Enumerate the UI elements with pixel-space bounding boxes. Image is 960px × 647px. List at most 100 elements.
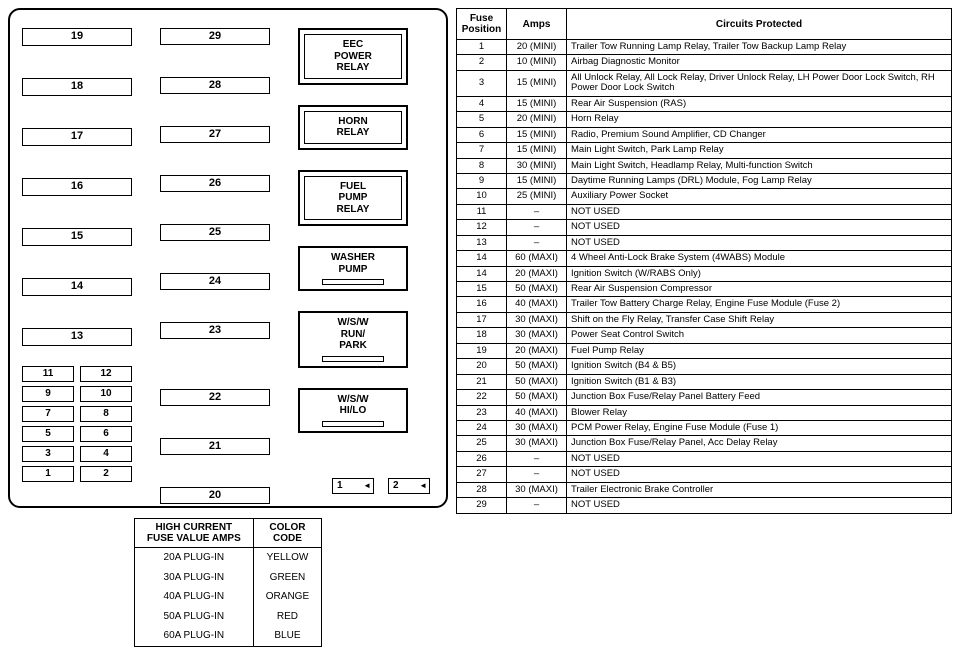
relay-column: EECPOWERRELAYHORNRELAYFUELPUMPRELAYWASHE… [298, 28, 408, 494]
table-cell: NOT USED [567, 451, 952, 466]
table-cell: 7 [457, 143, 507, 158]
table-row: 210 (MINI)Airbag Diagnostic Monitor [457, 55, 952, 70]
table-cell: – [507, 451, 567, 466]
table-row: 120 (MINI)Trailer Tow Running Lamp Relay… [457, 40, 952, 55]
table-cell: All Unlock Relay, All Lock Relay, Driver… [567, 70, 952, 96]
table-row: 915 (MINI)Daytime Running Lamps (DRL) Mo… [457, 173, 952, 188]
table-row: 2430 (MAXI)PCM Power Relay, Engine Fuse … [457, 420, 952, 435]
fuse-slot: 15 [22, 228, 132, 246]
table-cell: 20 (MINI) [507, 40, 567, 55]
table-cell: – [507, 467, 567, 482]
table-cell: Daytime Running Lamps (DRL) Module, Fog … [567, 173, 952, 188]
table-cell: 40 (MAXI) [507, 405, 567, 420]
table-cell: 4 Wheel Anti-Lock Brake System (4WABS) M… [567, 251, 952, 266]
table-cell: NOT USED [567, 204, 952, 219]
table-cell: NOT USED [567, 498, 952, 513]
table-cell: Horn Relay [567, 112, 952, 127]
fuse-slot: 26 [160, 175, 270, 192]
table-cell: Trailer Electronic Brake Controller [567, 482, 952, 497]
table-cell: 50 (MAXI) [507, 390, 567, 405]
table-cell: 14 [457, 251, 507, 266]
legend-cell: BLUE [253, 626, 321, 646]
table-cell: 28 [457, 482, 507, 497]
fuse-slot-small: 8 [80, 406, 132, 422]
table-cell: Main Light Switch, Headlamp Relay, Multi… [567, 158, 952, 173]
table-cell: – [507, 204, 567, 219]
table-row: 13–NOT USED [457, 235, 952, 250]
table-cell: Trailer Tow Battery Charge Relay, Engine… [567, 297, 952, 312]
fuse-slot: 24 [160, 273, 270, 290]
table-header: Circuits Protected [567, 9, 952, 40]
table-cell: 20 [457, 359, 507, 374]
table-cell: 15 (MINI) [507, 70, 567, 96]
table-cell: 24 [457, 420, 507, 435]
table-cell: 30 (MINI) [507, 158, 567, 173]
table-cell: 4 [457, 96, 507, 111]
fuse-slot-small: 12 [80, 366, 132, 382]
legend-cell: GREEN [253, 568, 321, 588]
table-cell: Junction Box Fuse/Relay Panel Battery Fe… [567, 390, 952, 405]
table-cell: 20 (MAXI) [507, 266, 567, 281]
fuse-slot: 13 [22, 328, 132, 346]
table-row: 12–NOT USED [457, 220, 952, 235]
table-cell: 15 (MINI) [507, 173, 567, 188]
table-cell: NOT USED [567, 467, 952, 482]
table-cell: 16 [457, 297, 507, 312]
circuits-table: Fuse PositionAmpsCircuits Protected 120 … [456, 8, 952, 514]
table-cell: Main Light Switch, Park Lamp Relay [567, 143, 952, 158]
legend-cell: 60A PLUG-IN [134, 626, 253, 646]
table-cell: 18 [457, 328, 507, 343]
legend-cell: YELLOW [253, 548, 321, 568]
fuse-slot-small: 11 [22, 366, 74, 382]
fuse-slot: 16 [22, 178, 132, 196]
table-cell: Auxiliary Power Socket [567, 189, 952, 204]
fuse-slot: 25 [160, 224, 270, 241]
table-cell: Rear Air Suspension (RAS) [567, 96, 952, 111]
table-cell: Blower Relay [567, 405, 952, 420]
fuse-slot: 18 [22, 78, 132, 96]
relay-box: FUELPUMPRELAY [298, 170, 408, 227]
fuse-slot-small: 3 [22, 446, 74, 462]
table-cell: Shift on the Fly Relay, Transfer Case Sh… [567, 312, 952, 327]
table-row: 1025 (MINI)Auxiliary Power Socket [457, 189, 952, 204]
table-cell: Radio, Premium Sound Amplifier, CD Chang… [567, 127, 952, 142]
table-cell: Airbag Diagnostic Monitor [567, 55, 952, 70]
table-cell: 40 (MAXI) [507, 297, 567, 312]
table-cell: – [507, 220, 567, 235]
relay-box: W/S/WHI/LO [298, 388, 408, 433]
table-cell: 25 [457, 436, 507, 451]
table-cell: 17 [457, 312, 507, 327]
table-row: 615 (MINI)Radio, Premium Sound Amplifier… [457, 127, 952, 142]
table-cell: 23 [457, 405, 507, 420]
legend-cell: 20A PLUG-IN [134, 548, 253, 568]
table-cell: 50 (MAXI) [507, 359, 567, 374]
table-row: 29–NOT USED [457, 498, 952, 513]
table-cell: 10 [457, 189, 507, 204]
relay-box: EECPOWERRELAY [298, 28, 408, 85]
fuse-slot: 27 [160, 126, 270, 143]
table-cell: 30 (MAXI) [507, 420, 567, 435]
fuse-slot: 29 [160, 28, 270, 45]
table-cell: 50 (MAXI) [507, 374, 567, 389]
color-code-legend: HIGH CURRENT FUSE VALUE AMPS COLOR CODE … [134, 518, 322, 647]
table-cell: Rear Air Suspension Compressor [567, 282, 952, 297]
fuse-slot: 14 [22, 278, 132, 296]
table-row: 1420 (MAXI)Ignition Switch (W/RABS Only) [457, 266, 952, 281]
fuse-column-b: 29282726252423222120 [160, 28, 270, 494]
table-row: 2530 (MAXI)Junction Box Fuse/Relay Panel… [457, 436, 952, 451]
legend-cell: 30A PLUG-IN [134, 568, 253, 588]
table-cell: 15 (MINI) [507, 143, 567, 158]
fuse-slot: 20 [160, 487, 270, 504]
table-row: 2830 (MAXI)Trailer Electronic Brake Cont… [457, 482, 952, 497]
table-cell: 2 [457, 55, 507, 70]
right-column: Fuse PositionAmpsCircuits Protected 120 … [456, 8, 952, 622]
table-cell: 12 [457, 220, 507, 235]
table-cell: Power Seat Control Switch [567, 328, 952, 343]
table-header: Fuse Position [457, 9, 507, 40]
table-cell: 15 [457, 282, 507, 297]
table-cell: NOT USED [567, 235, 952, 250]
marker: 2 [388, 478, 430, 494]
table-cell: 14 [457, 266, 507, 281]
table-row: 1920 (MAXI)Fuel Pump Relay [457, 343, 952, 358]
fuse-slot: 28 [160, 77, 270, 94]
